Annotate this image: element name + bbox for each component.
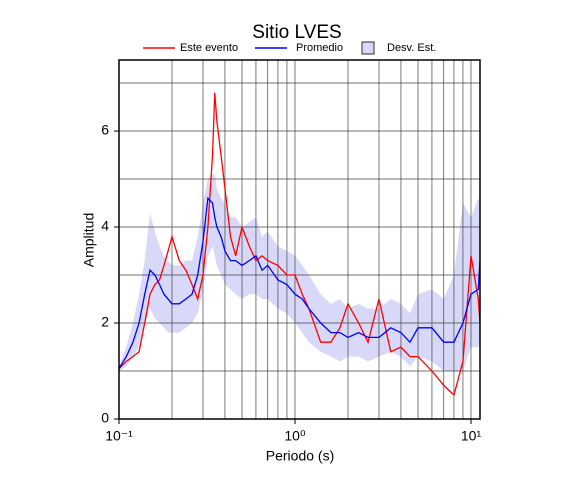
series-line <box>118 196 481 369</box>
y-tick-label: 6 <box>101 122 109 138</box>
chart-title: Sitio LVES <box>252 22 341 43</box>
plot-frame <box>118 59 481 420</box>
x-tick-label: 10⁰ <box>284 428 306 444</box>
y-axis-label: Amplitud <box>81 213 97 267</box>
legend-label: Desv. Est. <box>387 42 436 54</box>
y-tick-label: 2 <box>101 314 109 330</box>
series-line <box>118 92 481 397</box>
x-tick-label: 10¹ <box>461 428 482 444</box>
y-tick-label: 0 <box>101 410 109 426</box>
x-axis-label: Periodo (s) <box>266 448 334 464</box>
legend-label: Promedio <box>296 42 343 54</box>
x-tick-label: 10⁻¹ <box>105 428 133 444</box>
std-band <box>119 174 480 372</box>
legend-swatch <box>361 41 375 55</box>
legend-label: Este evento <box>180 42 238 54</box>
y-tick-label: 4 <box>101 218 109 234</box>
